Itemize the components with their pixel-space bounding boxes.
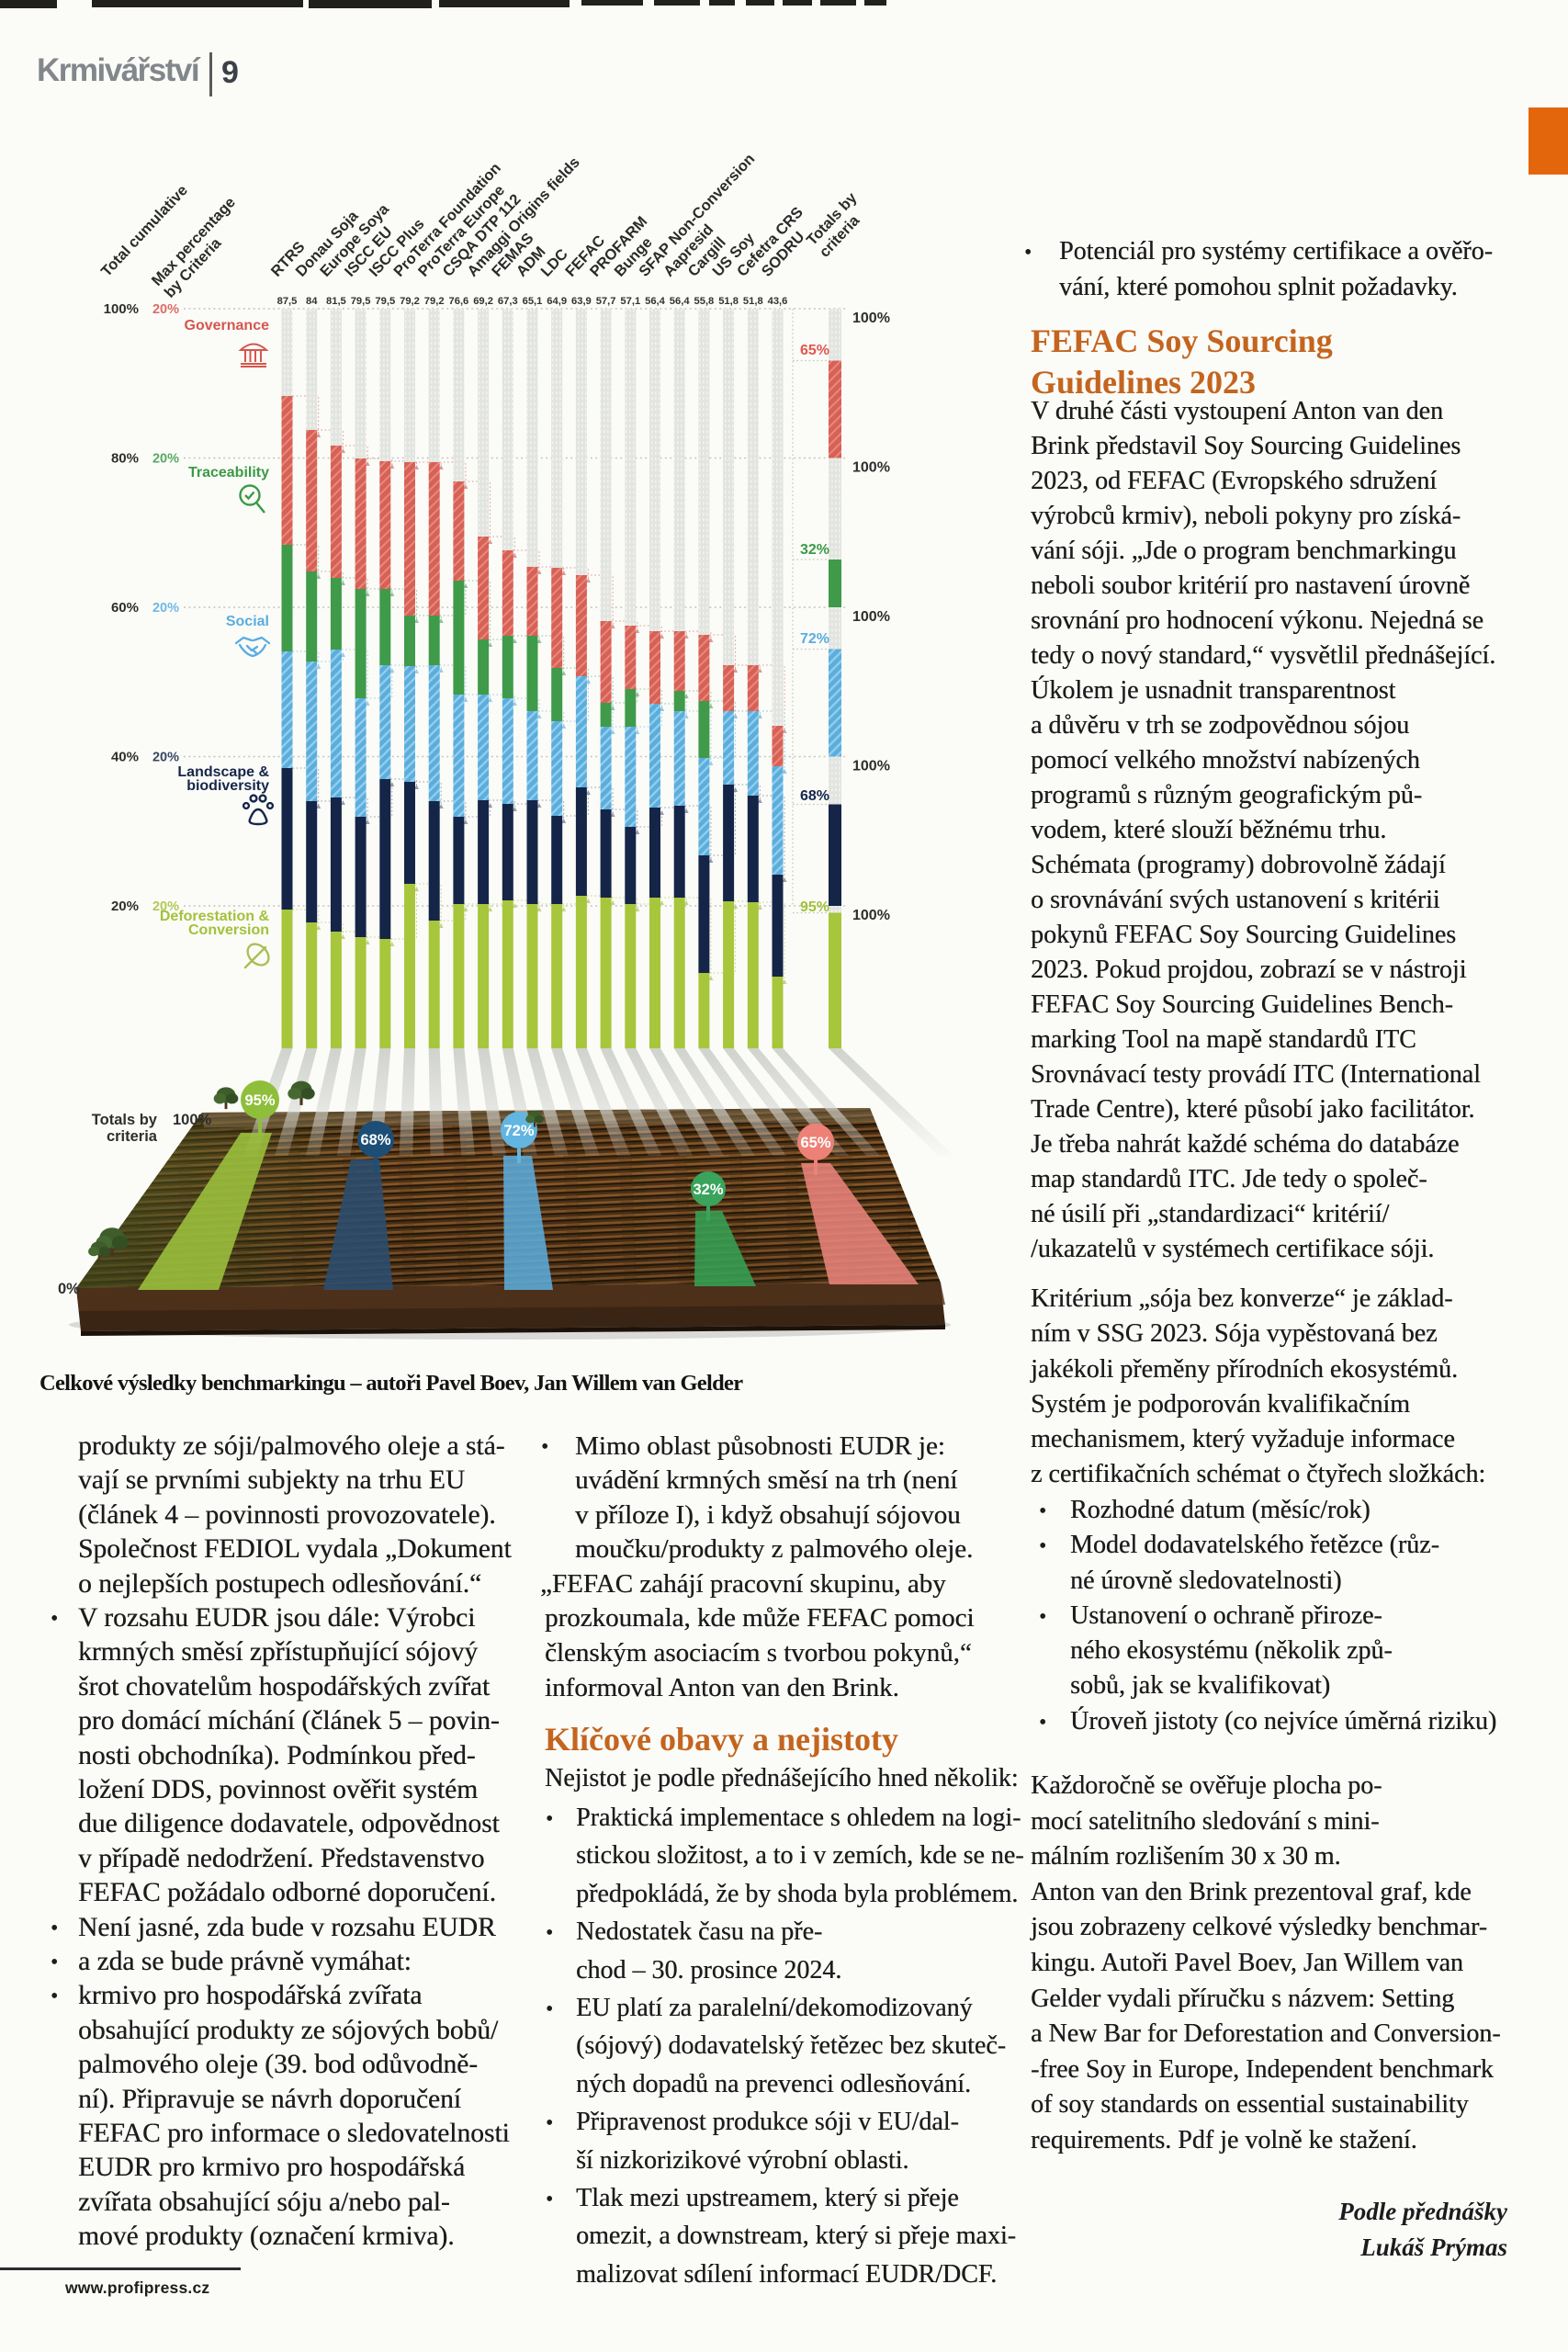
svg-text:Landscape &biodiversity: Landscape & biodiversity	[177, 764, 269, 794]
svg-text:0%: 0%	[58, 1281, 80, 1297]
svg-text:67,3: 67,3	[498, 296, 518, 307]
svg-text:56,4: 56,4	[670, 296, 691, 307]
svg-text:79,5: 79,5	[375, 296, 395, 307]
svg-text:32%: 32%	[800, 542, 829, 558]
svg-text:32%: 32%	[693, 1182, 723, 1198]
svg-text:69,2: 69,2	[473, 296, 493, 307]
svg-text:51,8: 51,8	[718, 296, 739, 307]
svg-text:Totals bycriteria: Totals bycriteria	[92, 1112, 158, 1145]
svg-text:55,8: 55,8	[694, 296, 715, 307]
svg-text:64,9: 64,9	[547, 296, 567, 307]
svg-text:Traceability: Traceability	[188, 465, 269, 481]
svg-text:56,4: 56,4	[645, 296, 666, 307]
svg-text:100%: 100%	[852, 908, 890, 923]
svg-text:57,7: 57,7	[596, 296, 616, 307]
svg-text:65,1: 65,1	[523, 296, 543, 307]
svg-text:79,2: 79,2	[400, 296, 420, 307]
svg-text:65%: 65%	[800, 1135, 830, 1151]
svg-text:100%: 100%	[852, 311, 890, 326]
svg-text:81,5: 81,5	[326, 296, 346, 307]
svg-text:79,5: 79,5	[351, 296, 371, 307]
svg-text:80%: 80%	[111, 451, 139, 467]
svg-text:20%: 20%	[152, 751, 179, 765]
svg-text:20%: 20%	[152, 899, 179, 914]
svg-text:72%: 72%	[800, 631, 829, 647]
svg-text:100%: 100%	[104, 301, 139, 317]
svg-text:Totals bycriteria: Totals bycriteria	[804, 189, 874, 261]
svg-text:20%: 20%	[152, 601, 179, 616]
svg-text:Social: Social	[226, 614, 269, 629]
svg-text:100%: 100%	[852, 609, 890, 625]
svg-text:60%: 60%	[111, 600, 139, 616]
svg-text:84: 84	[306, 296, 318, 307]
svg-text:95%: 95%	[800, 899, 829, 915]
svg-text:100%: 100%	[852, 460, 890, 476]
svg-text:43,6: 43,6	[768, 296, 788, 307]
svg-text:72%: 72%	[503, 1123, 534, 1139]
svg-text:Governance: Governance	[185, 318, 270, 334]
svg-text:68%: 68%	[360, 1132, 390, 1148]
svg-text:20%: 20%	[111, 899, 139, 914]
svg-text:57,1: 57,1	[620, 296, 640, 307]
svg-text:68%: 68%	[800, 788, 829, 804]
svg-text:20%: 20%	[152, 302, 179, 317]
svg-text:95%: 95%	[244, 1092, 275, 1109]
svg-text:20%: 20%	[152, 452, 179, 467]
svg-text:79,2: 79,2	[424, 296, 445, 307]
svg-text:Deforestation &Conversion: Deforestation & Conversion	[160, 909, 270, 938]
svg-text:100%: 100%	[852, 759, 890, 775]
svg-text:87,5: 87,5	[277, 296, 298, 307]
svg-text:63,9: 63,9	[571, 296, 592, 307]
svg-text:76,6: 76,6	[449, 296, 469, 307]
svg-text:65%: 65%	[800, 343, 829, 358]
svg-text:51,8: 51,8	[743, 296, 763, 307]
svg-text:40%: 40%	[111, 750, 139, 765]
svg-text:100%: 100%	[173, 1112, 212, 1128]
